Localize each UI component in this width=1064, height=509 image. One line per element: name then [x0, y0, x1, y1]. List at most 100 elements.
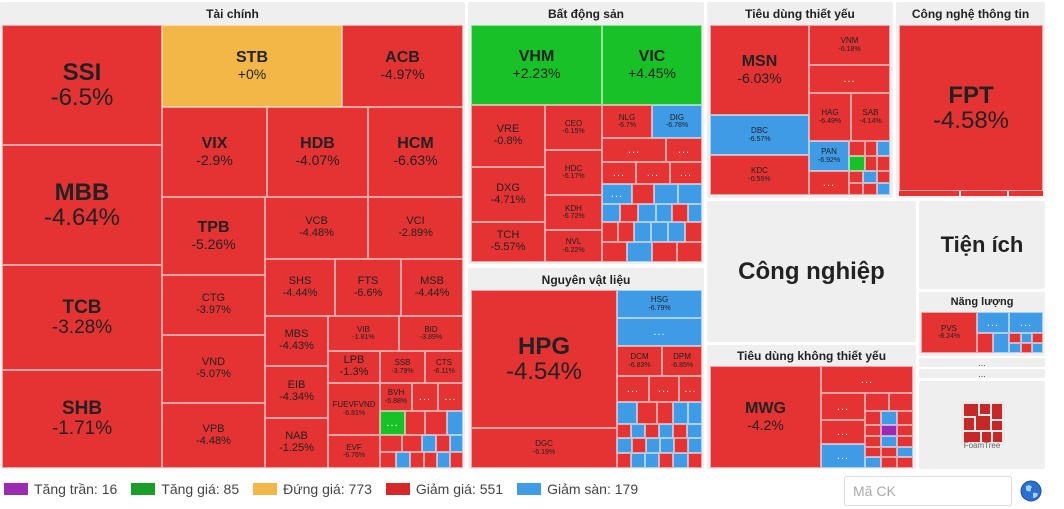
tile-HCM[interactable]: HCM -6.63%: [368, 107, 463, 197]
tile-other[interactable]: [877, 171, 890, 183]
tile-HDC[interactable]: HDC -6.17%: [545, 150, 602, 195]
tile-other[interactable]: ...: [617, 318, 702, 346]
tile-HPG[interactable]: HPG -4.54%: [471, 290, 617, 428]
tile-BID[interactable]: BID -3.89%: [399, 316, 463, 351]
tile-other[interactable]: [396, 452, 410, 468]
tile-other[interactable]: ...: [602, 138, 666, 162]
tile-other[interactable]: [402, 435, 422, 452]
tile-MWG[interactable]: MWG -4.2%: [710, 366, 821, 468]
tile-other[interactable]: ...: [821, 393, 865, 420]
tile-other[interactable]: [620, 204, 638, 222]
tile-other[interactable]: ...: [809, 65, 890, 93]
tile-NLG[interactable]: NLG -6.7%: [602, 105, 652, 138]
tile-other[interactable]: [865, 436, 881, 447]
tile-TPB[interactable]: TPB -5.26%: [162, 197, 265, 275]
tile-other[interactable]: [632, 438, 646, 453]
tile-other[interactable]: [688, 402, 702, 424]
tile-VRE[interactable]: VRE -0.8%: [471, 105, 545, 167]
tile-VNM[interactable]: VNM -0.18%: [809, 25, 890, 65]
tile-MBS[interactable]: MBS -4.43%: [265, 316, 328, 366]
tile-DGC[interactable]: DGC -6.19%: [471, 428, 617, 468]
tile-other[interactable]: [881, 447, 897, 457]
tile-other[interactable]: [631, 453, 645, 468]
tile-STB[interactable]: STB +0%: [162, 25, 342, 107]
tile-other[interactable]: [865, 393, 889, 411]
tile-other[interactable]: [1021, 343, 1032, 353]
tile-other[interactable]: ...: [821, 366, 913, 393]
tile-other[interactable]: ...: [1009, 312, 1043, 333]
tile-other[interactable]: [897, 411, 913, 425]
tile-other[interactable]: [865, 141, 877, 156]
tile-other[interactable]: [1021, 333, 1032, 343]
tile-other[interactable]: [863, 183, 877, 195]
tile-other[interactable]: [865, 411, 881, 425]
tile-other[interactable]: [422, 435, 436, 452]
tile-other[interactable]: [881, 457, 897, 468]
tile-other[interactable]: [863, 171, 877, 183]
tile-other[interactable]: [638, 204, 656, 222]
tile-other[interactable]: [380, 452, 396, 468]
tile-other[interactable]: [688, 204, 702, 222]
tile-other[interactable]: [646, 438, 660, 453]
tile-other[interactable]: [652, 242, 677, 262]
tile-NAB[interactable]: NAB -1.25%: [265, 418, 328, 468]
tile-FTS[interactable]: FTS -6.6%: [335, 259, 401, 316]
tile-other[interactable]: ...: [412, 383, 438, 411]
tile-other[interactable]: [618, 222, 634, 242]
tile-VND[interactable]: VND -5.07%: [162, 335, 265, 403]
tile-other[interactable]: ...: [617, 376, 649, 402]
stock-code-search-input[interactable]: [844, 476, 1012, 506]
tile-other[interactable]: [881, 436, 897, 447]
tile-other[interactable]: ...: [438, 383, 463, 411]
tile-other[interactable]: ...: [602, 162, 636, 184]
tile-other[interactable]: [673, 402, 688, 424]
tile-other[interactable]: [849, 171, 863, 183]
tile-other[interactable]: [436, 435, 450, 452]
tile-other[interactable]: [673, 453, 688, 468]
sector-cong-nghiep[interactable]: Công nghiệp: [707, 201, 916, 342]
tile-other[interactable]: [849, 141, 865, 156]
tile-other[interactable]: [961, 191, 1007, 196]
tile-DXG[interactable]: DXG -4.71%: [471, 167, 545, 222]
tile-CTG[interactable]: CTG -3.97%: [162, 275, 265, 335]
tile-other[interactable]: [897, 447, 913, 457]
tile-other[interactable]: [673, 424, 687, 438]
tile-CTS[interactable]: CTS -6.11%: [425, 351, 463, 383]
tile-other[interactable]: [668, 222, 685, 242]
tile-FPT[interactable]: FPT -4.58%: [899, 25, 1043, 191]
tile-other[interactable]: [627, 242, 652, 262]
tile-other[interactable]: [897, 457, 913, 468]
tile-other[interactable]: [380, 435, 402, 452]
tile-other[interactable]: [645, 424, 659, 438]
tile-other[interactable]: ...: [977, 312, 1009, 333]
tile-other[interactable]: [677, 242, 702, 262]
tile-other[interactable]: [865, 156, 877, 171]
tile-MSB[interactable]: MSB -4.44%: [401, 259, 463, 316]
tile-other[interactable]: ...: [821, 420, 865, 444]
tile-other[interactable]: [993, 333, 1009, 353]
tile-VPB[interactable]: VPB -4.48%: [162, 403, 265, 468]
tile-other[interactable]: [602, 242, 627, 262]
tile-other[interactable]: [656, 204, 672, 222]
foamtree-logo[interactable]: FoamTree: [919, 381, 1045, 469]
tile-other[interactable]: [405, 411, 425, 435]
tile-TCB[interactable]: TCB -3.28%: [2, 265, 162, 370]
tile-other[interactable]: ...: [380, 411, 405, 435]
tile-other[interactable]: [634, 222, 651, 242]
tile-TCH[interactable]: TCH -5.57%: [471, 222, 545, 262]
legend-item-giam-gia[interactable]: Giảm giá: 551: [385, 481, 503, 497]
tile-other[interactable]: [849, 156, 865, 171]
tile-SSB[interactable]: SSB -3.79%: [380, 351, 425, 383]
tile-LPB[interactable]: LPB -1.3%: [328, 351, 380, 383]
tile-other[interactable]: ...: [666, 138, 702, 162]
tile-other[interactable]: [645, 453, 659, 468]
tile-VIX[interactable]: VIX -2.9%: [162, 107, 267, 197]
tile-NVL[interactable]: NVL -6.22%: [545, 230, 602, 262]
tile-other[interactable]: [688, 453, 702, 468]
tile-other[interactable]: [865, 425, 881, 436]
tile-other[interactable]: [865, 447, 881, 457]
tile-other[interactable]: [889, 393, 913, 411]
legend-item-tang-gia[interactable]: Tăng giá: 85: [131, 481, 239, 497]
tile-other[interactable]: [447, 411, 463, 435]
tile-other[interactable]: [977, 333, 993, 353]
